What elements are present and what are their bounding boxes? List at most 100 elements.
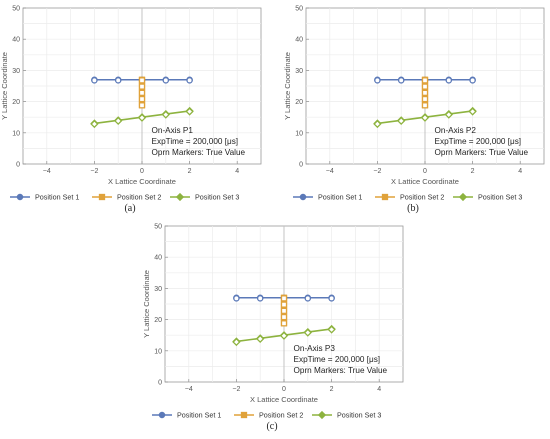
true-value-marker [138,77,146,84]
legend-entry-2: Position Set 2 [375,193,444,202]
true-value-marker [138,83,146,90]
true-value-marker [138,89,146,96]
legend-label: Position Set 2 [259,411,303,420]
true-value-marker [137,113,147,122]
x-tick-label: 0 [140,168,144,175]
legend-entry-2: Position Set 2 [92,193,161,202]
y-axis-label: Y Lattice Coordinate [142,270,151,338]
legend-label: Position Set 1 [35,193,79,202]
legend-label: Position Set 1 [318,193,362,202]
true-value-marker [280,313,288,321]
panel-caption: (c) [266,421,277,432]
y-tick-label: 40 [295,37,303,44]
true-value-marker [256,334,265,344]
x-tick-label: 4 [235,168,239,175]
series-2 [421,76,429,109]
series-2 [280,294,288,327]
legend-entry-3: Position Set 3 [170,193,239,202]
x-tick-label: −4 [43,168,51,175]
y-tick-label: 0 [16,162,20,169]
legend-entry-1: Position Set 1 [152,411,221,420]
y-tick-label: 30 [12,68,20,75]
annotation-line: ExpTime = 200,000 [μs] [152,137,239,146]
y-tick-label: 0 [158,380,162,387]
x-axis-label: X Lattice Coordinate [250,395,318,404]
x-tick-label: 0 [282,386,286,393]
annotation-line: On-Axis P1 [152,126,194,135]
y-tick-label: 40 [12,37,20,44]
x-tick-label: −2 [90,168,98,175]
true-value-marker [280,301,288,308]
true-value-marker [280,320,288,327]
true-value-marker [445,77,453,84]
legend-entry-3: Position Set 3 [312,411,381,420]
true-value-marker [91,77,98,84]
true-value-marker [256,295,264,302]
y-tick-label: 0 [299,162,303,169]
true-value-marker [161,110,170,119]
true-value-marker [374,77,381,84]
legend-entry-3: Position Set 3 [453,193,522,202]
true-value-marker [280,295,288,302]
y-tick-label: 30 [154,286,162,293]
x-tick-label: 4 [377,386,381,393]
legend-entry-1: Position Set 1 [10,193,79,202]
legend-marker [299,193,307,201]
true-value-marker [162,77,170,84]
x-tick-label: −2 [232,386,240,393]
annotation-line: ExpTime = 200,000 [μs] [435,137,522,146]
legend-label: Position Set 3 [195,193,239,202]
true-value-marker [114,77,122,84]
true-value-marker [327,325,336,334]
true-value-marker [421,77,429,84]
y-tick-label: 50 [154,224,162,231]
series-2 [138,76,146,109]
legend-entry-2: Position Set 2 [234,411,303,420]
x-tick-label: 2 [330,386,334,393]
y-tick-label: 50 [295,6,303,13]
true-value-marker [280,307,288,314]
true-value-marker [186,77,193,84]
annotation-line: ExpTime = 200,000 [μs] [294,355,381,364]
true-value-marker [420,113,430,122]
y-tick-label: 10 [154,348,162,355]
true-value-marker [304,295,312,302]
true-value-marker [397,77,405,84]
y-tick-label: 10 [12,130,20,137]
y-tick-label: 40 [154,255,162,262]
annotation-line: Oprn Markers: True Value [435,148,529,157]
x-axis-label: X Lattice Coordinate [391,177,459,186]
true-value-marker [421,83,429,90]
y-tick-label: 30 [295,68,303,75]
true-value-marker [468,107,477,116]
x-axis-label: X Lattice Coordinate [108,177,176,186]
annotation-line: Oprn Markers: True Value [152,148,246,157]
x-tick-label: 0 [423,168,427,175]
true-value-marker [303,328,312,337]
true-value-marker [138,95,146,103]
legend-label: Position Set 2 [117,193,161,202]
x-tick-label: 2 [471,168,475,175]
legend-label: Position Set 1 [177,411,221,420]
annotation-line: Oprn Markers: True Value [294,366,388,375]
series-3 [232,324,336,347]
y-axis-label: Y Lattice Coordinate [0,52,9,120]
true-value-marker [232,337,241,347]
series-3 [90,106,194,129]
panel-caption: (a) [124,203,135,214]
legend-marker [317,410,327,420]
annotation-line: On-Axis P3 [294,344,336,353]
true-value-marker [421,102,429,109]
true-value-marker [114,116,123,126]
true-value-marker [233,295,240,302]
legend-marker [381,193,389,201]
panel-caption: (b) [407,203,419,214]
series-3 [373,106,477,129]
true-value-marker [444,110,453,119]
true-value-marker [328,295,335,302]
y-tick-label: 20 [154,317,162,324]
y-axis-label: Y Lattice Coordinate [283,52,292,120]
true-value-marker [90,119,99,129]
